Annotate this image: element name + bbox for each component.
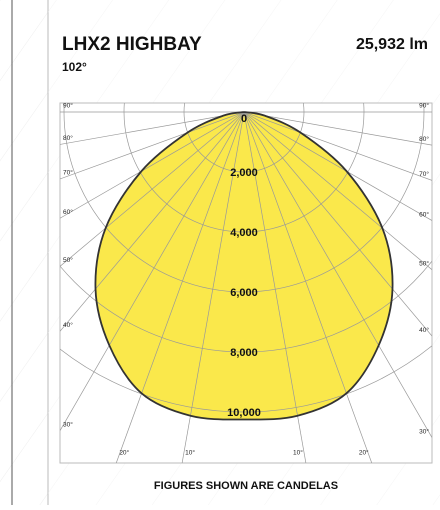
angle-grid	[60, 111, 245, 332]
angle-label: 60°	[419, 210, 429, 218]
angle-grid	[243, 111, 307, 463]
angle-label: 30°	[419, 427, 429, 435]
radial-grid	[60, 345, 432, 413]
radial-label: 6,000	[230, 287, 258, 299]
angle-grid	[243, 111, 432, 271]
angle-label: 60°	[63, 208, 73, 216]
angle-grid	[60, 111, 245, 267]
angle-label: 80°	[419, 135, 429, 143]
angle-label: 50°	[63, 256, 73, 264]
angle-label: 70°	[63, 169, 73, 177]
angle-label: 40°	[419, 326, 429, 334]
footer-note: FIGURES SHOWN ARE CANDELAS	[154, 480, 338, 492]
radial-label: 10,000	[227, 407, 261, 419]
angle-label: 30°	[63, 420, 73, 428]
angle-grid	[60, 111, 245, 180]
radial-label: 0	[241, 113, 247, 125]
angle-grid	[243, 111, 373, 463]
angle-label: 10°	[293, 449, 303, 457]
angle-grid	[115, 111, 245, 463]
angle-label: 90°	[419, 102, 429, 110]
angle-label: 20°	[119, 449, 129, 457]
polar-plot	[60, 103, 432, 463]
angle-label: 40°	[63, 321, 73, 329]
angle-grid	[243, 111, 432, 181]
angle-label: 20°	[359, 449, 369, 457]
angle-label: 80°	[63, 134, 73, 142]
angle-grid	[243, 111, 432, 146]
radial-label: 4,000	[230, 227, 258, 239]
angle-label: 90°	[63, 102, 73, 110]
labels: 10° 10° 20° 20° 30° 30° 40° 40° 50° 50° 60° 60° 70° 7…	[63, 102, 429, 457]
radial-label: 8,000	[230, 347, 258, 359]
angle-label: 50°	[419, 259, 429, 267]
angle-grid	[181, 111, 245, 463]
angle-grid	[60, 111, 245, 145]
distribution-curve	[94, 111, 394, 421]
title: LHX2 HIGHBAY	[62, 34, 202, 55]
angle-label: 10°	[185, 449, 195, 457]
angle-grid	[243, 111, 432, 438]
angle-grid	[60, 111, 245, 219]
distribution-fill	[95, 112, 393, 420]
angle-label: 70°	[419, 170, 429, 178]
lumen-output: 25,932 lm	[356, 36, 428, 53]
subtitle: 102°	[62, 60, 87, 74]
radial-grid	[60, 260, 432, 353]
angle-grid	[60, 111, 245, 431]
angle-grid	[243, 111, 432, 221]
radial-label: 2,000	[230, 167, 258, 179]
angle-grid	[243, 111, 432, 337]
